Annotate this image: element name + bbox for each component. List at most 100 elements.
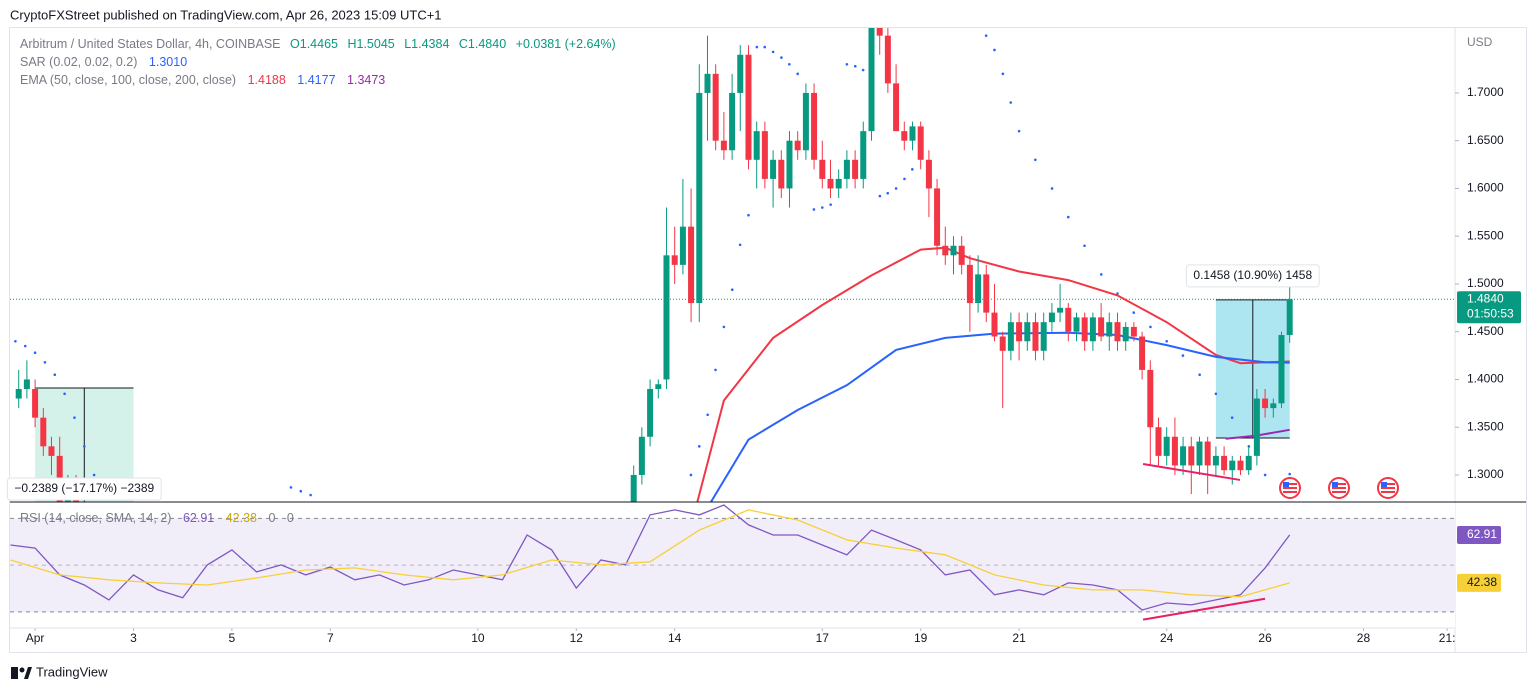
candle-body: [1278, 335, 1285, 404]
sar-dot: [23, 344, 27, 348]
candle-body: [1122, 326, 1129, 342]
symbol-title: Arbitrum / United States Dollar, 4h, COI…: [20, 37, 281, 51]
candle-body: [901, 131, 908, 141]
sar-dot: [845, 62, 849, 66]
candle-body: [1212, 455, 1219, 466]
candle-body: [811, 92, 818, 160]
measure-label: 0.1458 (10.90%) 1458: [1185, 264, 1320, 288]
candle-body: [827, 178, 834, 189]
candle-body: [1188, 446, 1195, 466]
sar-dot: [1017, 129, 1021, 133]
sar-dot: [1050, 187, 1054, 190]
candle-body: [761, 131, 768, 179]
indicator-value: 0: [287, 511, 294, 525]
x-tick-label: 24: [1160, 631, 1174, 645]
sar-dot: [829, 203, 832, 206]
rsi-legend: RSI (14, close, SMA, 14, 2) 62.91 42.38 …: [20, 511, 294, 525]
ohlc-open: O1.4465: [290, 37, 338, 51]
candle-body: [1089, 317, 1096, 342]
candle-body: [1065, 307, 1072, 332]
candle-body: [884, 35, 891, 84]
divergence-line: [1142, 597, 1266, 621]
candle-body: [630, 474, 637, 502]
candle-body: [794, 140, 801, 151]
candle-body: [925, 159, 932, 189]
frame: [9, 27, 1527, 653]
candle-body: [1163, 436, 1170, 456]
sar-dot: [92, 473, 96, 477]
candle-body: [1040, 322, 1047, 351]
sar-dot: [878, 194, 882, 198]
candle-body: [688, 226, 695, 304]
sar-dot: [755, 45, 759, 49]
sar-dot: [73, 416, 76, 419]
candle-body: [663, 255, 670, 380]
candle-body: [843, 159, 850, 179]
footer: TradingView: [11, 664, 108, 679]
footer-brand: TradingView: [36, 664, 108, 679]
candle-body: [23, 379, 30, 390]
indicator-name: EMA (50, close, 100, close, 200, close): [20, 73, 236, 87]
y-tick-label: 1.3000: [1467, 467, 1504, 481]
candle-body: [1098, 317, 1105, 337]
candle-body: [745, 54, 752, 160]
rsi-line: [10, 504, 1291, 611]
sar-dot: [1165, 339, 1168, 343]
candle-body: [934, 188, 941, 246]
candle-body: [868, 28, 875, 132]
sar-dot: [812, 208, 816, 211]
candle-body: [647, 389, 654, 437]
sar-dot: [697, 445, 701, 448]
candle-body: [1229, 460, 1236, 471]
sar-dot: [33, 351, 37, 355]
candle-body: [909, 126, 916, 141]
candle-body: [975, 274, 982, 304]
candle-body: [1057, 307, 1064, 313]
axis-unit: USD: [1467, 35, 1493, 49]
sar-dot: [289, 486, 293, 489]
sar-dot: [771, 50, 775, 54]
ohlc-low: L1.4384: [404, 37, 449, 51]
x-tick-label: 12: [570, 631, 584, 645]
sar-dot: [714, 368, 717, 372]
candle-body: [991, 312, 998, 337]
logo: [11, 667, 18, 679]
sar-dot: [1230, 416, 1234, 419]
measure-label-bg: [1185, 264, 1320, 288]
candle-body: [786, 140, 793, 189]
event-flags: [1279, 477, 1399, 499]
candle-body: [720, 140, 727, 151]
candle-body: [778, 159, 785, 189]
publisher: CryptoFXStreet published on TradingView.…: [10, 7, 442, 22]
sar-dot: [299, 489, 303, 493]
candle-body: [1114, 322, 1121, 342]
indicator-value: 62.91: [183, 511, 214, 525]
sar-dot: [853, 64, 857, 68]
x-tick-label: Apr: [26, 631, 45, 645]
candle-body: [48, 446, 55, 456]
x-tick-label: 17: [816, 631, 830, 645]
candle-body: [1286, 299, 1293, 336]
rsi-line: [10, 509, 1290, 598]
x-tick-label: 5: [229, 631, 236, 645]
candle-body: [1180, 446, 1187, 466]
candle-body: [753, 131, 760, 160]
x-tick-label: 28: [1357, 631, 1371, 645]
candle-body: [1048, 312, 1055, 323]
logo: [19, 667, 25, 673]
sar-dot: [1263, 473, 1267, 477]
sar-dot: [1198, 373, 1201, 376]
y-tick-label: 1.5000: [1467, 276, 1504, 290]
indicator-value: 0: [268, 511, 275, 525]
sar-dot: [689, 473, 693, 477]
sar-legend: SAR (0.02, 0.02, 0.2) 1.3010: [20, 55, 187, 69]
candle-body: [942, 245, 949, 256]
x-tick-label: 14: [668, 631, 682, 645]
candle-body: [819, 159, 826, 179]
sar-dot: [820, 206, 824, 209]
measure-label-text: 0.1458 (10.90%) 1458: [1193, 268, 1312, 282]
candle-body: [1245, 455, 1252, 471]
logo: [24, 667, 32, 679]
indicator-value: 1.3473: [347, 73, 385, 87]
candle-body: [1253, 398, 1260, 456]
